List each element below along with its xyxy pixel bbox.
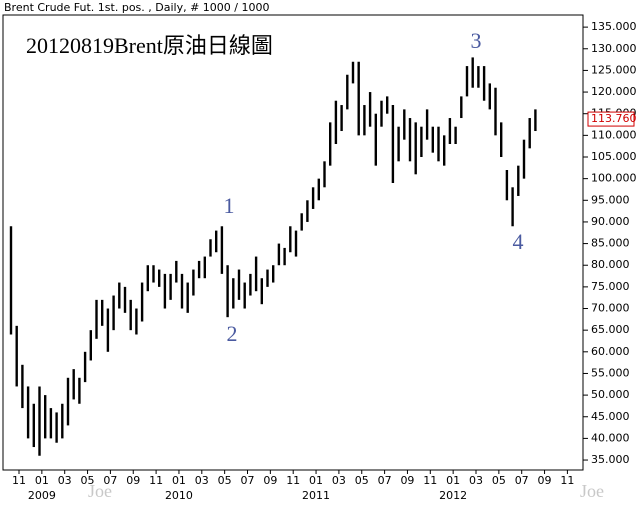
x-tick-label: 05 [355, 474, 369, 487]
x-tick-label: 05 [81, 474, 95, 487]
x-tick-label: 11 [560, 474, 574, 487]
wave-label: 2 [227, 321, 238, 346]
x-tick-label: 07 [241, 474, 255, 487]
x-tick-label: 03 [469, 474, 483, 487]
y-tick-label: 120.000 [591, 85, 637, 98]
y-tick-label: 65.000 [591, 323, 630, 336]
wave-label: 1 [224, 193, 235, 218]
chart-title: 20120819Brent原油日線圖 [26, 33, 273, 58]
x-tick-label: 09 [538, 474, 552, 487]
wave-label: 4 [513, 229, 524, 254]
chart-header: Brent Crude Fut. 1st. pos. , Daily, # 10… [4, 1, 270, 14]
y-tick-label: 135.000 [591, 20, 637, 33]
x-tick-label: 07 [515, 474, 529, 487]
x-tick-label: 01 [446, 474, 460, 487]
wave-label: 3 [471, 28, 482, 53]
x-tick-label: 09 [263, 474, 277, 487]
last-price-box [587, 111, 635, 127]
y-tick-label: 55.000 [591, 366, 630, 379]
watermark: Joe [88, 481, 112, 501]
x-tick-label: 07 [378, 474, 392, 487]
y-tick-label: 45.000 [591, 410, 630, 423]
x-tick-label: 03 [332, 474, 346, 487]
x-tick-label: 11 [149, 474, 163, 487]
y-tick-label: 35.000 [591, 453, 630, 466]
x-tick-label: 01 [35, 474, 49, 487]
year-label: 2012 [439, 489, 467, 502]
x-tick-label: 11 [12, 474, 26, 487]
y-tick-label: 90.000 [591, 215, 630, 228]
x-tick-label: 05 [492, 474, 506, 487]
x-tick-label: 07 [103, 474, 117, 487]
x-tick-label: 03 [58, 474, 72, 487]
watermark: Joe [580, 481, 604, 501]
x-tick-label: 05 [218, 474, 232, 487]
y-tick-label: 130.000 [591, 42, 637, 55]
x-tick-label: 03 [195, 474, 209, 487]
y-tick-label: 50.000 [591, 388, 630, 401]
year-label: 2011 [302, 489, 330, 502]
y-tick-label: 125.000 [591, 63, 637, 76]
y-tick-label: 40.000 [591, 431, 630, 444]
x-tick-label: 09 [126, 474, 140, 487]
plot-frame [2, 14, 584, 471]
x-tick-label: 11 [423, 474, 437, 487]
y-tick-label: 110.000 [591, 128, 637, 141]
year-label: 2009 [28, 489, 56, 502]
x-tick-label: 01 [172, 474, 186, 487]
x-tick-label: 01 [309, 474, 323, 487]
y-tick-label: 95.000 [591, 193, 630, 206]
x-tick-label: 09 [400, 474, 414, 487]
x-tick-label: 11 [286, 474, 300, 487]
year-label: 2010 [165, 489, 193, 502]
last-price-label: 113.760 [591, 112, 637, 125]
y-tick-label: 75.000 [591, 280, 630, 293]
y-tick-label: 80.000 [591, 258, 630, 271]
y-tick-label: 70.000 [591, 302, 630, 315]
y-tick-label: 105.000 [591, 150, 637, 163]
y-tick-label: 85.000 [591, 237, 630, 250]
y-tick-label: 60.000 [591, 345, 630, 358]
y-tick-label: 100.000 [591, 172, 637, 185]
